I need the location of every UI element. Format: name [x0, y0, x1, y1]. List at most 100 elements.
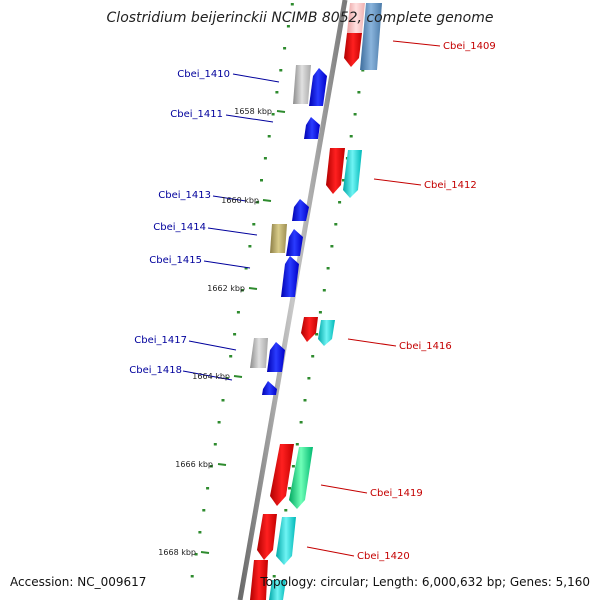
- gene-cbei-1419: [289, 447, 313, 509]
- gene-cbei-1417: [267, 342, 285, 372]
- accession-text: Accession: NC_009617: [10, 575, 146, 589]
- forward-strand-genes: [250, 3, 382, 600]
- right-ruler-tick: [357, 91, 361, 94]
- left-ruler-tick: [225, 377, 229, 380]
- gene-cbei-next-cyan: [269, 580, 286, 600]
- gene-label-cbei-1414[interactable]: Cbei_1414: [153, 222, 206, 233]
- gene-label-cbei-1412[interactable]: Cbei_1412: [424, 180, 477, 191]
- left-ruler-tick: [290, 3, 294, 6]
- gene-cbei-next-red: [250, 560, 268, 600]
- right-ruler-tick: [338, 201, 342, 204]
- gene-cbei-1413: [292, 199, 309, 221]
- left-ruler-tick: [260, 179, 263, 182]
- right-ruler-tick: [315, 333, 319, 336]
- right-ruler-tick: [299, 421, 303, 424]
- gene-label-cbei-1410[interactable]: Cbei_1410: [177, 69, 230, 80]
- left-ruler-tick: [240, 289, 244, 292]
- gene-cbei-1410-neighbor-gray: [293, 65, 311, 104]
- gene-cbei-1418: [262, 381, 277, 395]
- kbp-label-1662: 1662 kbp: [207, 284, 245, 293]
- kbp-label-1666: 1666 kbp: [175, 460, 213, 469]
- left-ruler-tick: [286, 25, 290, 28]
- right-ruler-tick: [288, 487, 292, 490]
- gene-label-cbei-1411[interactable]: Cbei_1411: [170, 109, 223, 120]
- label-connectors: [182, 40, 441, 557]
- forward-labels: Cbei_1409 Cbei_1412 Cbei_1416 Cbei_1419 …: [357, 41, 496, 562]
- gene-label-cbei-1419[interactable]: Cbei_1419: [370, 488, 423, 499]
- gene-cbei-1419-red: [270, 444, 294, 506]
- kbp-label-1668: 1668 kbp: [158, 548, 196, 557]
- left-ruler-tick: [202, 509, 206, 512]
- right-ruler-tick: [353, 113, 357, 116]
- left-ruler-tick: [256, 201, 260, 204]
- left-ruler-tick: [209, 465, 213, 468]
- gene-cbei-1420: [276, 517, 296, 565]
- kbp-label-1664: 1664 kbp: [192, 372, 230, 381]
- left-ruler-tick: [213, 443, 217, 446]
- kbp-label-1660: 1660 kbp: [221, 196, 259, 205]
- left-ruler-tick: [267, 135, 271, 138]
- gene-label-cbei-1415[interactable]: Cbei_1415: [149, 255, 202, 266]
- gene-cbei-1414-neighbor-khaki: [270, 224, 287, 253]
- right-ruler-tick: [361, 69, 365, 72]
- left-ruler-tick: [194, 553, 198, 556]
- left-ruler-tick: [244, 267, 248, 270]
- reverse-strand-genes: [250, 65, 327, 395]
- kbp-label-1658: 1658 kbp: [234, 107, 272, 116]
- left-ruler-tick: [198, 531, 202, 534]
- right-ruler-tick: [311, 355, 315, 358]
- genome-backbone: [237, 0, 348, 600]
- gene-cbei-1410: [309, 68, 327, 106]
- left-ruler-tick: [283, 47, 287, 50]
- gene-cbei-1417-neighbor-gray: [250, 338, 268, 368]
- right-ruler-tick: [284, 509, 288, 512]
- right-ruler-tick: [307, 377, 311, 380]
- kbp-labels: 1658 kbp 1660 kbp 1662 kbp 1664 kbp 1666…: [158, 107, 272, 557]
- left-ruler-tick: [263, 157, 267, 160]
- gene-label-cbei-1420[interactable]: Cbei_1420: [357, 551, 410, 562]
- left-ruler-tick: [206, 487, 210, 490]
- gene-label-cbei-1418[interactable]: Cbei_1418: [129, 365, 182, 376]
- right-ruler-tick: [303, 399, 307, 402]
- right-ruler-tick: [349, 135, 353, 138]
- left-ruler-tick: [271, 113, 275, 116]
- gene-cbei-1409-neighbor-steel: [360, 3, 382, 70]
- gene-label-cbei-1413[interactable]: Cbei_1413: [158, 190, 211, 201]
- gene-cbei-1411: [304, 117, 320, 139]
- gene-cbei-1416: [318, 320, 335, 346]
- right-ruler-tick: [295, 443, 299, 446]
- gene-label-cbei-1417[interactable]: Cbei_1417: [134, 335, 187, 346]
- left-ruler-tick: [229, 355, 233, 358]
- left-ruler-tick: [248, 245, 252, 248]
- right-ruler-tick: [322, 289, 326, 292]
- reverse-labels: Cbei_1410 Cbei_1411 Cbei_1413 Cbei_1414 …: [129, 69, 230, 376]
- gene-cbei-1409-neighbor-pink: [347, 3, 365, 33]
- left-ruler-tick: [236, 311, 240, 314]
- gene-cbei-1409-red: [344, 33, 362, 67]
- right-ruler-tick: [334, 223, 338, 226]
- gene-label-cbei-1409[interactable]: Cbei_1409: [443, 41, 496, 52]
- right-ruler-tick: [326, 267, 330, 270]
- right-ruler-tick: [318, 311, 322, 314]
- gene-label-cbei-1416[interactable]: Cbei_1416: [399, 341, 452, 352]
- gene-cbei-1416-red: [301, 317, 318, 342]
- gene-cbei-1420-red: [257, 514, 277, 560]
- left-ruler-tick: [233, 333, 237, 336]
- left-ruler-tick: [217, 421, 221, 424]
- gene-cbei-1414: [286, 229, 303, 256]
- right-ruler-tick: [342, 179, 345, 182]
- topology-text: Topology: circular; Length: 6,000,632 bp…: [259, 575, 590, 589]
- map-title: Clostridium beijerinckii NCIMB 8052, com…: [107, 10, 494, 26]
- left-ruler-tick: [279, 69, 283, 72]
- right-ruler-tick: [291, 465, 295, 468]
- left-ruler-tick: [275, 91, 279, 94]
- left-ruler-tick: [221, 399, 225, 402]
- right-ruler-tick: [330, 245, 334, 248]
- gene-cbei-1415: [281, 256, 299, 297]
- gene-cbei-1412: [343, 150, 362, 198]
- right-ruler-tick: [272, 575, 276, 578]
- gene-cbei-1412-red: [326, 148, 345, 194]
- kbp-tick-marks: [200, 110, 286, 554]
- left-ruler-tick: [252, 223, 256, 226]
